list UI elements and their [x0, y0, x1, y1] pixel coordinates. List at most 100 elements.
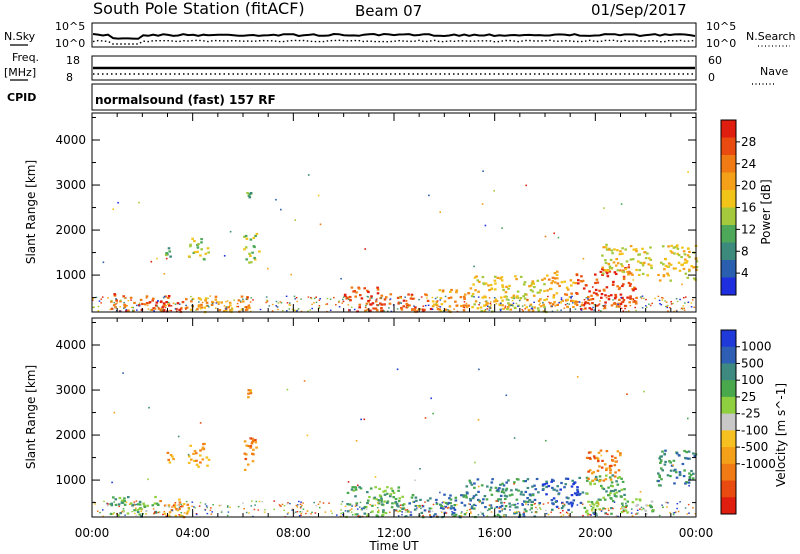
scatter-patch	[164, 247, 172, 258]
colorbar-swatch	[721, 447, 736, 465]
scatter-patch	[585, 449, 622, 482]
colorbar-tick-label: 12	[741, 222, 756, 236]
beam-label: Beam 07	[355, 2, 422, 20]
colorbar-swatch	[721, 380, 736, 398]
y-tick-label: 3000	[55, 178, 86, 192]
nsky-label: N.Sky	[4, 30, 36, 43]
x-tick-label: 16:00	[477, 526, 512, 540]
nave-top-tick: 60	[708, 54, 722, 67]
colorbar-swatch	[721, 413, 736, 431]
colorbar-swatch	[721, 190, 736, 208]
colorbar-swatch	[721, 396, 736, 415]
colorbar-swatch	[721, 330, 736, 348]
y-tick-label: 1000	[55, 268, 86, 282]
colorbar-tick-label: 100	[741, 373, 764, 387]
colorbar-tick-label: -100	[741, 423, 768, 437]
freq-label: Freq.	[12, 51, 39, 64]
scatter-patch	[469, 275, 548, 314]
y-tick-label: 2000	[55, 428, 86, 442]
colorbar-tick-label: -1000	[741, 457, 776, 471]
colorbar-swatch	[721, 463, 736, 482]
scatter-patch	[246, 192, 253, 199]
y-tick-label: 1000	[55, 473, 86, 487]
colorbar-swatch	[721, 225, 736, 243]
scatter-patch	[345, 486, 408, 518]
scatter-patch	[464, 477, 541, 519]
colorbar-swatch	[721, 242, 736, 261]
power-colorbar: 4 8 12 16 20 24 28	[720, 119, 756, 296]
scatter-patch	[541, 476, 583, 512]
colorbar-tick-label: 25	[741, 390, 756, 404]
colorbar-tick-label: 4	[741, 266, 749, 280]
nave-label: Nave	[760, 65, 788, 78]
colorbar-swatch	[721, 155, 736, 173]
velocity-colorbar: 1000 500 100 25 -25 -100 -500 -1000	[720, 329, 776, 515]
nsky-top-tick: 10^5	[55, 20, 85, 33]
nave-bottom-tick: 0	[708, 71, 715, 84]
x-tick-label: 00:00	[75, 526, 110, 540]
colorbar-tick-label: -25	[741, 407, 761, 421]
x-tick-label: 08:00	[276, 526, 311, 540]
station-title: South Pole Station (fitACF)	[93, 0, 305, 18]
colorbar-tick-label: -500	[741, 440, 768, 454]
colorbar-swatch	[721, 346, 736, 364]
colorbar-tick-label: 500	[741, 356, 764, 370]
scatter-patch	[187, 442, 211, 468]
colorbar-tick-label: 24	[741, 157, 756, 171]
x-axis-label: Time UT	[368, 539, 419, 553]
colorbar-swatch	[721, 363, 736, 381]
nsky-bottom-tick: 10^0	[55, 37, 85, 50]
colorbar-swatch	[721, 497, 736, 515]
scatter-patch	[431, 288, 471, 313]
scatter-patch	[243, 232, 261, 264]
colorbar-tick-label: 16	[741, 201, 756, 215]
freq-strip	[91, 55, 697, 81]
colorbar-swatch	[721, 430, 736, 448]
x-tick-label: 12:00	[377, 526, 412, 540]
x-tick-label: 00:00	[679, 526, 714, 540]
ground-scatter-speckle	[93, 368, 697, 518]
y-tick-label: 3000	[55, 383, 86, 397]
nsearch-bottom-tick: 10^0	[706, 37, 736, 50]
date-label: 01/Sep/2017	[591, 1, 687, 19]
nsky-strip	[91, 22, 697, 48]
colorbar-swatch	[721, 120, 736, 138]
colorbar-swatch	[721, 137, 736, 156]
velocity-colorbar-label: Velocity [m s^-1]	[774, 383, 788, 487]
ground-scatter-speckle	[92, 170, 696, 313]
power-heatmap	[92, 170, 699, 314]
nsearch-top-tick: 10^5	[706, 20, 736, 33]
colorbar-swatch	[721, 260, 736, 278]
power-y-ticks: 1000 2000 3000 4000	[55, 117, 696, 299]
power-colorbar-label: Power [dB]	[759, 179, 773, 244]
cpid-text: normalsound (fast) 157 RF	[95, 93, 276, 107]
scatter-patch	[247, 389, 253, 399]
x-tick-label: 04:00	[175, 526, 210, 540]
scatter-patch	[166, 451, 175, 464]
scatter-patch	[243, 437, 258, 471]
colorbar-tick-label: 8	[741, 244, 749, 258]
cpid-label: CPID	[7, 91, 36, 104]
velocity-y-ticks: 1000 2000 3000 4000	[55, 322, 696, 504]
colorbar-swatch	[721, 207, 736, 226]
colorbar-tick-label: 1000	[741, 340, 772, 354]
colorbar-swatch	[721, 172, 736, 191]
scatter-patch	[110, 293, 185, 313]
colorbar-swatch	[721, 480, 736, 498]
y-tick-label: 4000	[55, 338, 86, 352]
colorbar-swatch	[721, 277, 736, 296]
power-ylabel: Slant Range [km]	[24, 160, 38, 264]
freq-bottom-tick: 8	[66, 71, 73, 84]
scatter-patch	[187, 237, 210, 261]
colorbar-tick-label: 20	[741, 179, 756, 193]
nsearch-trace	[92, 39, 696, 45]
x-tick-label: 20:00	[578, 526, 613, 540]
velocity-heatmap	[93, 368, 698, 519]
y-tick-label: 4000	[55, 133, 86, 147]
scatter-patch	[656, 449, 698, 487]
scatter-patch	[406, 493, 467, 519]
colorbar-tick-label: 28	[741, 135, 756, 149]
time-x-ticks: 00:00 04:00 08:00 12:00 16:00 20:00 00:00	[75, 113, 714, 540]
nsky-trace	[92, 32, 696, 40]
